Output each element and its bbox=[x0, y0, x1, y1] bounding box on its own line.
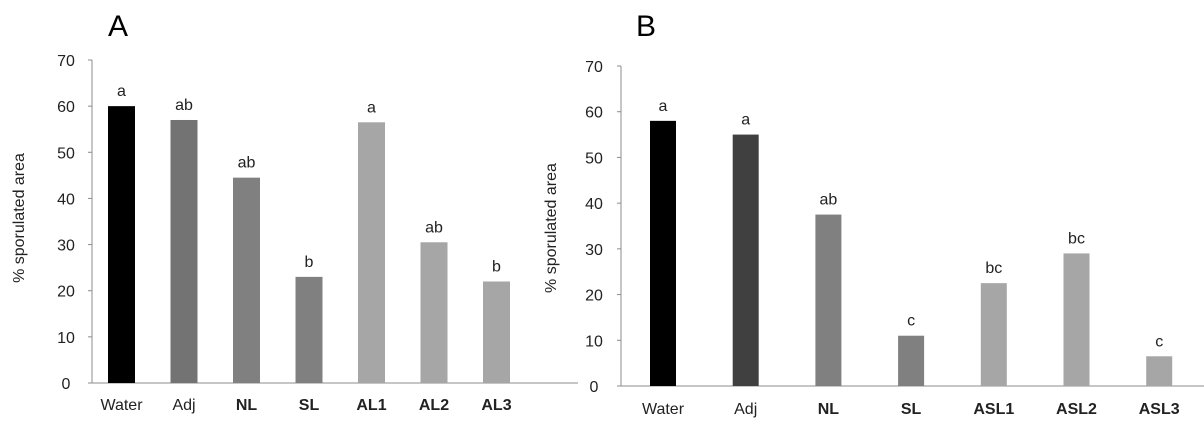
panel-a-y-tick-label: 10 bbox=[57, 330, 75, 347]
panel-a-bar-al2 bbox=[420, 242, 448, 383]
panel-a-significance-label: ab bbox=[175, 97, 193, 114]
panel-b-bar-sl bbox=[898, 335, 925, 386]
panel-b-letter: B bbox=[636, 10, 656, 43]
panel-b-significance-label: bc bbox=[985, 260, 1002, 277]
panel-b-y-tick-label: 0 bbox=[590, 379, 599, 396]
panel-b-bar-asl1 bbox=[980, 283, 1007, 386]
panel-b-bar-adj bbox=[732, 134, 759, 386]
panel-b-category-label: Water bbox=[642, 401, 685, 418]
panel-a-category-label: Adj bbox=[172, 397, 195, 414]
panel-b-category-label: ASL2 bbox=[1056, 401, 1097, 418]
panel-a-y-tick-label: 0 bbox=[62, 376, 71, 393]
panel-b-y-tick-label: 10 bbox=[585, 333, 603, 350]
panel-b-significance-label: ab bbox=[820, 192, 838, 209]
panel-a-bar-al1 bbox=[358, 122, 385, 384]
panel-b-category-label: NL bbox=[818, 401, 840, 418]
panel-b-category-label: SL bbox=[901, 401, 922, 418]
panel-a-significance-label: ab bbox=[425, 219, 443, 236]
panel-a-category-label: Water bbox=[100, 397, 143, 414]
panel-a-bar-adj bbox=[170, 119, 198, 383]
panel-a-significance-label: b bbox=[305, 254, 314, 271]
panel-a-y-tick-label: 30 bbox=[57, 238, 75, 255]
panel-a-significance-label: ab bbox=[238, 155, 256, 172]
panel-a-bar-nl bbox=[233, 177, 260, 383]
panel-a-y-tick-label: 50 bbox=[57, 145, 75, 162]
panel-a-y-axis-label: % sporulated area bbox=[11, 153, 28, 283]
panel-b-category-label: ASL1 bbox=[973, 401, 1014, 418]
panel-a-significance-label: b bbox=[492, 258, 501, 275]
panel-b-y-tick-label: 50 bbox=[585, 150, 603, 167]
panel-a-bar-al3 bbox=[483, 281, 510, 383]
panel-b-bar-nl bbox=[815, 214, 842, 386]
panel-b-significance-label: a bbox=[741, 112, 750, 129]
panel-a-category-label: AL2 bbox=[419, 397, 449, 414]
panel-b-y-tick-label: 30 bbox=[585, 242, 603, 259]
panel-b-significance-label: c bbox=[907, 313, 915, 330]
panel-b-significance-label: c bbox=[1155, 333, 1163, 350]
panel-b-significance-label: bc bbox=[1068, 230, 1085, 247]
panel-a-y-tick-label: 60 bbox=[57, 99, 75, 116]
panel-a-category-label: AL3 bbox=[481, 397, 511, 414]
panel-a-y-tick-label: 40 bbox=[57, 191, 75, 208]
panel-b-y-tick-label: 60 bbox=[585, 105, 603, 122]
panel-b-y-axis-label: % sporulated area bbox=[543, 163, 560, 293]
panel-a-y-tick-label: 20 bbox=[57, 284, 75, 301]
panel-a-category-label: AL1 bbox=[356, 397, 386, 414]
panel-a-letter: A bbox=[108, 10, 128, 43]
panel-a-category-label: NL bbox=[236, 397, 258, 414]
panel-b-significance-label: a bbox=[659, 98, 668, 115]
panel-a-category-label: SL bbox=[299, 397, 320, 414]
panel-b-category-label: Adj bbox=[734, 401, 757, 418]
panel-b-bar-asl3 bbox=[1146, 356, 1173, 386]
panel-b-category-label: ASL3 bbox=[1139, 401, 1180, 418]
panel-b-y-tick-label: 20 bbox=[585, 288, 603, 305]
panel-b-y-tick-label: 40 bbox=[585, 196, 603, 213]
panel-a-y-tick-label: 70 bbox=[57, 53, 75, 70]
panel-a-bar-water bbox=[108, 106, 135, 384]
panel-b-bar-asl2 bbox=[1063, 253, 1090, 386]
panel-b-bar-water bbox=[650, 120, 676, 386]
panel-b-y-tick-label: 70 bbox=[585, 59, 603, 76]
panel-a-bar-sl bbox=[295, 276, 323, 383]
panel-a-significance-label: a bbox=[367, 99, 376, 116]
panel-a-significance-label: a bbox=[117, 83, 126, 100]
